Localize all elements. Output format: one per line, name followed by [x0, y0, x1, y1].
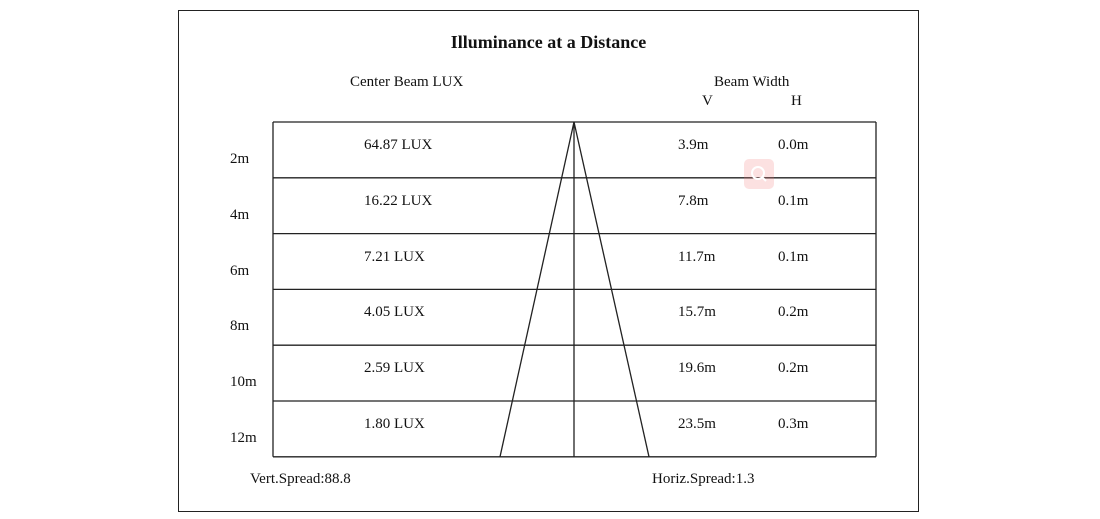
- vertical-width: 7.8m: [678, 192, 709, 209]
- lux-value: 64.87 LUX: [364, 137, 433, 153]
- distance-label: 12m: [230, 430, 257, 446]
- center-beam-header: Center Beam LUX: [350, 74, 464, 90]
- horizontal-width: 0.2m: [778, 360, 809, 377]
- horizontal-width: 0.2m: [778, 304, 809, 321]
- distance-label: 2m: [230, 151, 250, 167]
- lux-value: 4.05 LUX: [364, 304, 425, 321]
- horizontal-width: 0.1m: [778, 192, 809, 209]
- h-header: H: [791, 93, 802, 109]
- distance-label: 6m: [230, 262, 250, 279]
- lux-value: 1.80 LUX: [364, 416, 425, 432]
- horizontal-width: 0.0m: [778, 137, 809, 153]
- vertical-width: 3.9m: [678, 137, 709, 153]
- horizontal-width: 0.1m: [778, 248, 809, 265]
- vertical-width: 11.7m: [678, 248, 716, 265]
- distance-label: 8m: [230, 318, 250, 335]
- vertical-width: 15.7m: [678, 304, 716, 321]
- distance-label: 10m: [230, 374, 257, 391]
- vertical-width: 19.6m: [678, 360, 716, 377]
- beam-width-header: Beam Width: [714, 74, 790, 90]
- horiz-spread: Horiz.Spread:1.3: [652, 471, 755, 487]
- beam-right-edge: [573, 121, 650, 457]
- zoom-icon[interactable]: [744, 159, 774, 189]
- vert-spread: Vert.Spread:88.8: [250, 471, 351, 487]
- beam-left-edge: [499, 121, 575, 457]
- diagram-frame: [178, 10, 919, 512]
- vertical-width: 23.5m: [678, 416, 716, 432]
- diagram-title: Illuminance at a Distance: [450, 32, 647, 52]
- distance-label: 4m: [230, 206, 250, 223]
- v-header: V: [702, 93, 713, 109]
- lux-value: 16.22 LUX: [364, 192, 433, 209]
- lux-value: 7.21 LUX: [364, 248, 425, 265]
- horizontal-width: 0.3m: [778, 416, 809, 432]
- lux-value: 2.59 LUX: [364, 360, 425, 377]
